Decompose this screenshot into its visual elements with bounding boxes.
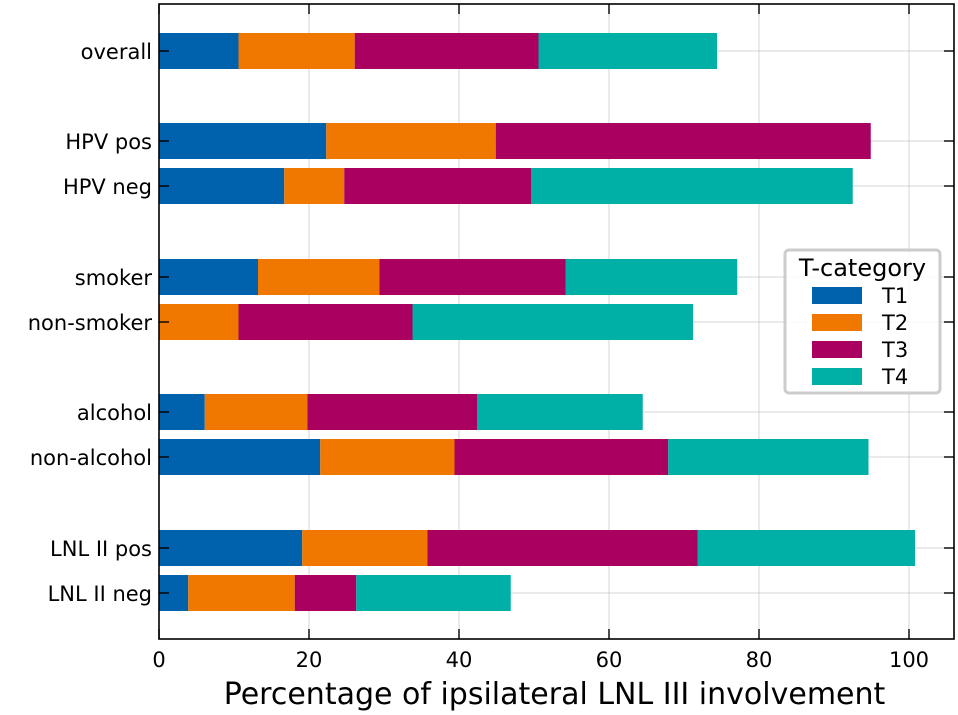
bar-t3-lnl-ii-pos <box>427 530 698 566</box>
legend-items: T1 T2 T3 T4 <box>812 284 908 389</box>
bar-t3-smoker <box>379 259 566 295</box>
axes: 0 20 40 60 80 100 overall HPV pos HPV neg smoker n… <box>28 3 955 672</box>
legend-label-t4: T4 <box>881 365 908 389</box>
bar-t2-lnl-ii-neg <box>188 575 295 611</box>
x-tick-label: 20 <box>296 648 323 672</box>
bar-t4-overall <box>538 33 717 69</box>
y-tick-label: HPV pos <box>65 130 152 154</box>
legend-label-t3: T3 <box>881 338 908 362</box>
legend-swatch-t1 <box>812 287 862 304</box>
bar-t4-non-alcohol <box>668 439 869 475</box>
x-tick-label: 100 <box>889 648 929 672</box>
bar-t1-hpv-neg <box>159 168 285 204</box>
bar-t3-hpv-pos <box>495 123 871 159</box>
bar-t1-hpv-pos <box>159 123 327 159</box>
x-tick-label: 80 <box>746 648 773 672</box>
y-tick-label: non-alcohol <box>30 446 152 470</box>
bar-t2-alcohol <box>204 394 308 430</box>
bar-t1-smoker <box>159 259 258 295</box>
y-tick-label: smoker <box>75 266 153 290</box>
legend: T-category T1 T2 T3 T4 <box>783 248 942 395</box>
bar-t3-non-smoker <box>238 304 413 340</box>
bar-t1-non-alcohol <box>159 439 321 475</box>
bar-t2-hpv-neg <box>284 168 345 204</box>
bar-t2-hpv-pos <box>326 123 496 159</box>
bar-t2-non-smoker <box>159 304 239 340</box>
x-tick-label: 60 <box>596 648 623 672</box>
legend-swatch-t3 <box>812 341 862 358</box>
bars <box>159 33 915 611</box>
legend-swatch-t2 <box>812 314 862 331</box>
legend-label-t1: T1 <box>881 284 908 308</box>
bar-t2-lnl-ii-pos <box>302 530 428 566</box>
bar-t4-alcohol <box>477 394 643 430</box>
legend-title: T-category <box>798 254 926 282</box>
bar-t4-smoker <box>565 259 738 295</box>
bar-t2-smoker <box>258 259 380 295</box>
y-tick-label: alcohol <box>77 401 152 425</box>
x-tick-label: 40 <box>446 648 473 672</box>
y-tick-label: LNL II pos <box>50 537 152 561</box>
bar-t3-lnl-ii-neg <box>294 575 357 611</box>
x-axis-title: Percentage of ipsilateral LNL III involv… <box>224 677 886 712</box>
y-tick-label: HPV neg <box>63 175 152 199</box>
bar-t4-hpv-neg <box>531 168 853 204</box>
bar-t4-non-smoker <box>412 304 693 340</box>
x-tick-label: 0 <box>152 648 165 672</box>
bar-t2-non-alcohol <box>320 439 455 475</box>
legend-swatch-t4 <box>812 368 862 385</box>
bar-t2-overall <box>238 33 355 69</box>
bar-t4-lnl-ii-pos <box>697 530 915 566</box>
y-tick-label: LNL II neg <box>48 582 152 606</box>
bar-t3-non-alcohol <box>454 439 669 475</box>
bar-t1-lnl-ii-pos <box>159 530 303 566</box>
bar-t1-overall <box>159 33 239 69</box>
bar-t3-overall <box>354 33 539 69</box>
bar-t3-hpv-neg <box>344 168 531 204</box>
y-tick-label: non-smoker <box>28 311 153 335</box>
bar-t3-alcohol <box>307 394 477 430</box>
bar-t4-lnl-ii-neg <box>356 575 511 611</box>
y-tick-label: overall <box>81 40 152 64</box>
legend-label-t2: T2 <box>881 311 908 335</box>
